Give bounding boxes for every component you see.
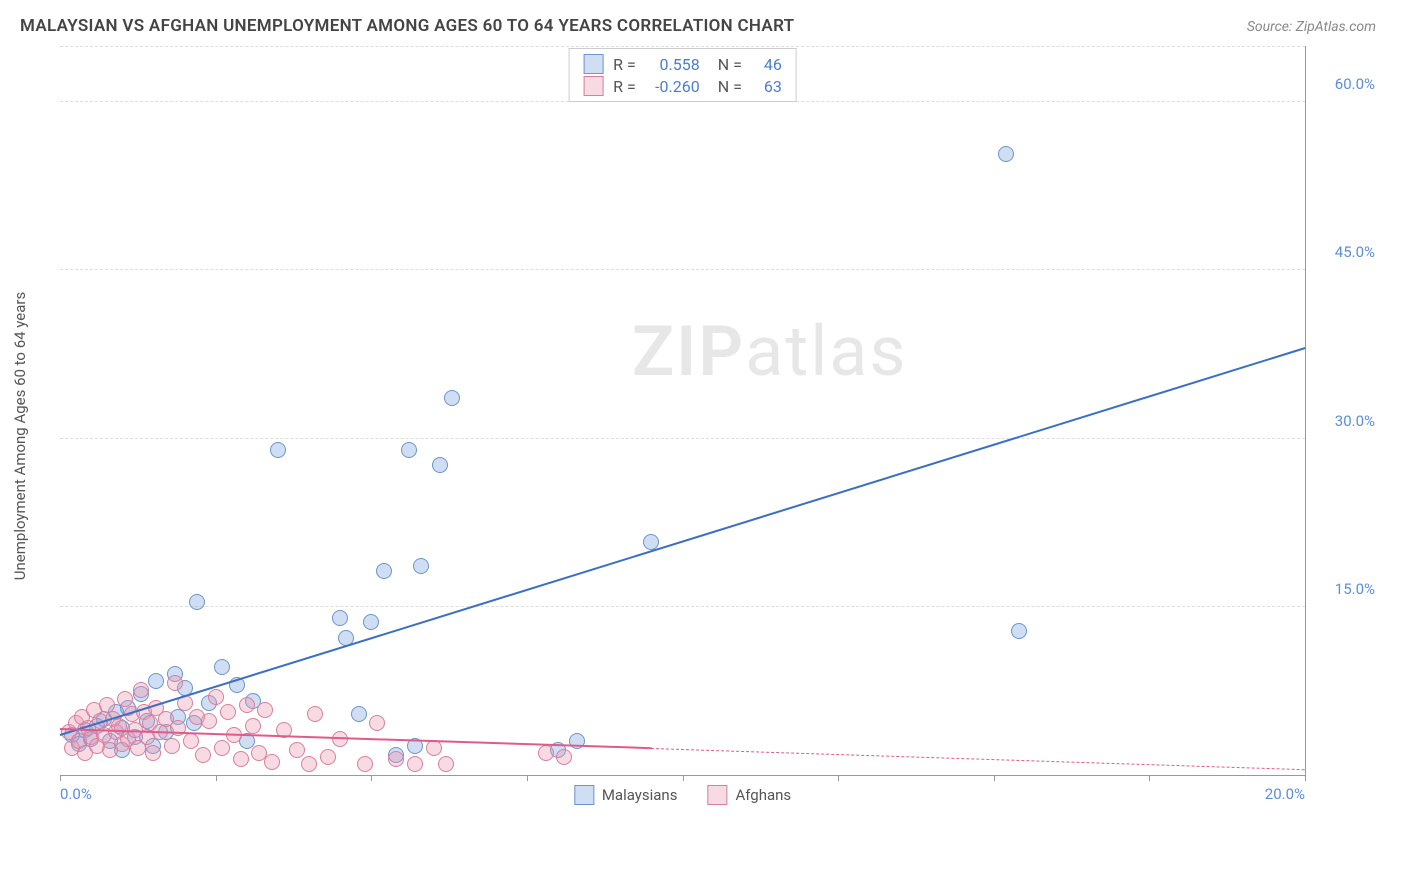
watermark-left: ZIP [632,311,745,393]
data-point [538,745,554,761]
data-point [214,740,230,756]
x-tick [1149,775,1150,781]
legend-swatch [707,785,727,805]
legend-swatch [574,785,594,805]
chart-title: MALAYSIAN VS AFGHAN UNEMPLOYMENT AMONG A… [20,16,794,36]
y-tick-label: 45.0% [1335,243,1375,261]
x-tick [371,775,372,781]
data-point [376,563,392,579]
gridline [60,606,1305,607]
data-point [556,749,572,765]
y-axis-label: Unemployment Among Ages 60 to 64 years [11,292,29,580]
x-tick [994,775,995,781]
x-tick [527,775,528,781]
data-point [270,442,286,458]
data-point [332,610,348,626]
data-point [145,745,161,761]
r-label: R = [613,55,636,74]
series-swatch [583,76,603,96]
data-point [195,747,211,763]
data-point [148,673,164,689]
n-value: 46 [752,55,782,74]
legend-label: Malaysians [602,786,678,804]
data-point [320,749,336,765]
data-point [117,691,133,707]
data-point [167,675,183,691]
data-point [401,442,417,458]
r-label: R = [613,77,636,96]
data-point [413,558,429,574]
data-point [208,689,224,705]
data-point [432,457,448,473]
y-tick-label: 60.0% [1335,75,1375,93]
data-point [289,742,305,758]
watermark: ZIPatlas [632,311,908,393]
data-point [201,713,217,729]
legend-item: Afghans [707,785,791,805]
x-tick [1305,775,1306,781]
gridline [60,269,1305,270]
x-tick [683,775,684,781]
x-tick-label: 0.0% [60,785,92,803]
data-point [998,146,1014,162]
r-value: 0.558 [646,55,700,74]
data-point [388,751,404,767]
x-tick [216,775,217,781]
data-point [220,704,236,720]
data-point [301,756,317,772]
data-point [245,718,261,734]
data-point [1011,623,1027,639]
x-tick [60,775,61,781]
data-point [164,738,180,754]
data-point [183,733,199,749]
series-swatch [583,54,603,74]
legend: Malaysians Afghans [574,785,791,805]
n-value: 63 [752,77,782,96]
n-label: N = [718,77,742,96]
data-point [444,390,460,406]
regression-line [60,347,1306,736]
data-point [357,756,373,772]
source-attribution: Source: ZipAtlas.com [1247,19,1376,35]
stats-row: R = 0.558 N = 46 [583,53,782,75]
data-point [214,659,230,675]
correlation-stats-box: R = 0.558 N = 46 R = -0.260 N = 63 [568,48,797,102]
chart-container: Unemployment Among Ages 60 to 64 years Z… [60,46,1386,826]
data-point [189,594,205,610]
legend-item: Malaysians [574,785,678,805]
data-point [438,756,454,772]
plot-area: ZIPatlas R =0.558N =46R =-0.260N =63 Mal… [60,46,1306,776]
x-tick-label: 20.0% [1265,785,1305,803]
y-tick-label: 15.0% [1335,580,1375,598]
y-tick-label: 30.0% [1335,412,1375,430]
legend-label: Afghans [735,786,791,804]
watermark-right: atlas [745,311,907,393]
data-point [133,682,149,698]
n-label: N = [718,55,742,74]
r-value: -0.260 [646,77,700,96]
data-point [307,706,323,722]
data-point [233,751,249,767]
data-point [239,697,255,713]
stats-row: R = -0.260 N = 63 [583,75,782,97]
data-point [257,702,273,718]
gridline [60,46,1305,47]
data-point [264,754,280,770]
regression-line [651,748,1305,770]
data-point [363,614,379,630]
data-point [426,740,442,756]
data-point [369,715,385,731]
data-point [351,706,367,722]
gridline [60,438,1305,439]
data-point [407,756,423,772]
x-tick [838,775,839,781]
